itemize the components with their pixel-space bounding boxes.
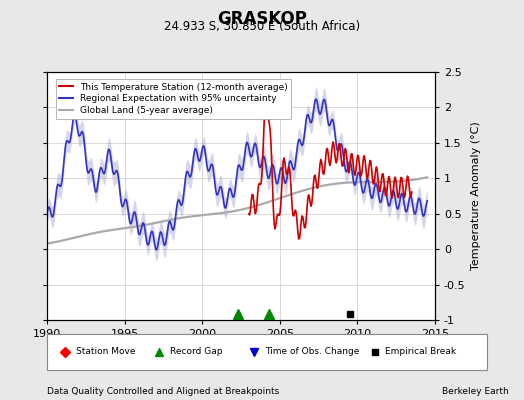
Text: Berkeley Earth: Berkeley Earth (442, 387, 508, 396)
Text: GRASKOP: GRASKOP (217, 10, 307, 28)
Legend: This Temperature Station (12-month average), Regional Expectation with 95% uncer: This Temperature Station (12-month avera… (56, 79, 291, 119)
Text: Empirical Break: Empirical Break (385, 348, 456, 356)
Text: Station Move: Station Move (76, 348, 135, 356)
Y-axis label: Temperature Anomaly (°C): Temperature Anomaly (°C) (471, 122, 481, 270)
Text: Data Quality Controlled and Aligned at Breakpoints: Data Quality Controlled and Aligned at B… (47, 387, 279, 396)
Text: 24.933 S, 30.850 E (South Africa): 24.933 S, 30.850 E (South Africa) (164, 20, 360, 33)
Text: Time of Obs. Change: Time of Obs. Change (265, 348, 359, 356)
Text: Record Gap: Record Gap (170, 348, 223, 356)
